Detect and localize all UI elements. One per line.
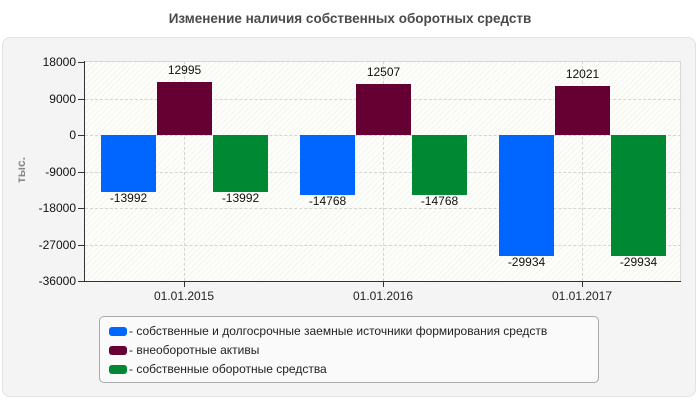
y-tick (78, 62, 84, 63)
x-tick-label: 01.01.2016 (352, 289, 414, 303)
y-tick-label: 18000 (42, 55, 76, 69)
v-gridline (582, 61, 583, 281)
y-axis-line (84, 61, 85, 282)
legend-swatch-icon (109, 326, 127, 336)
y-tick-label: 9000 (49, 92, 76, 106)
x-tick (184, 282, 185, 287)
legend-item[interactable]: - собственные оборотные средства (109, 361, 327, 377)
legend-swatch-icon (109, 364, 127, 374)
legend: - собственные и долгосрочные заемные ист… (99, 316, 599, 383)
legend-item[interactable]: - собственные и долгосрочные заемные ист… (109, 323, 547, 339)
x-tick-label: 01.01.2015 (153, 289, 215, 303)
y-tick-label: -27000 (38, 238, 76, 252)
bar[interactable] (555, 86, 610, 135)
bar[interactable] (412, 135, 467, 195)
y-tick (78, 172, 84, 173)
y-tick (78, 99, 84, 100)
y-tick (78, 135, 84, 136)
bar-value-label: 12021 (565, 67, 600, 82)
y-tick-label: -18000 (38, 201, 76, 215)
y-tick (78, 281, 84, 282)
y-axis-title: тыс. (14, 156, 28, 184)
bar[interactable] (300, 135, 355, 195)
bar[interactable] (157, 82, 212, 135)
bar-value-label: 12995 (167, 63, 202, 78)
x-tick (383, 282, 384, 287)
legend-label: - собственные и долгосрочные заемные ист… (129, 324, 548, 338)
y-tick (78, 208, 84, 209)
bar[interactable] (499, 135, 554, 257)
bar[interactable] (213, 135, 268, 192)
bar[interactable] (356, 84, 411, 135)
y-tick-label: 0 (69, 128, 76, 142)
bar-value-label: -29934 (507, 255, 546, 270)
y-tick-label: -9000 (45, 165, 76, 179)
bar-value-label: -14768 (420, 193, 459, 208)
y-tick (78, 245, 84, 246)
y-tick-label: -36000 (38, 274, 76, 288)
legend-label: - внеоборотные активы (129, 343, 260, 357)
x-tick (582, 282, 583, 287)
x-axis-line (84, 281, 681, 282)
x-tick-label: 01.01.2017 (551, 289, 613, 303)
chart-title: Изменение наличия собственных оборотных … (168, 11, 532, 26)
bar-value-label: 12507 (366, 65, 401, 80)
bar-value-label: -13992 (221, 190, 260, 205)
bar-value-label: -13992 (109, 190, 148, 205)
v-gridline (383, 61, 384, 281)
bar[interactable] (611, 135, 666, 257)
legend-swatch-icon (109, 345, 127, 355)
bar[interactable] (101, 135, 156, 192)
bar-value-label: -29934 (619, 255, 658, 270)
v-gridline (184, 61, 185, 281)
legend-label: - собственные оборотные средства (129, 362, 327, 376)
legend-item[interactable]: - внеоборотные активы (109, 342, 259, 358)
bar-value-label: -14768 (308, 193, 347, 208)
